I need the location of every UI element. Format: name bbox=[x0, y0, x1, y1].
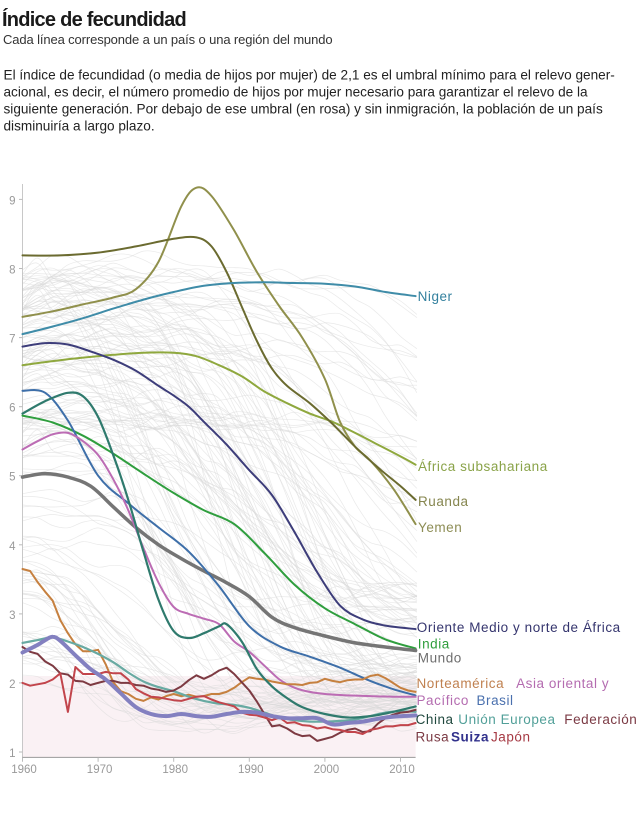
svg-text:Federación: Federación bbox=[564, 712, 637, 727]
svg-text:Yemen: Yemen bbox=[418, 520, 462, 535]
svg-text:Oriente Medio y norte de Áfric: Oriente Medio y norte de África bbox=[417, 620, 621, 635]
svg-text:Brasil: Brasil bbox=[477, 693, 514, 708]
svg-text:Asia oriental y: Asia oriental y bbox=[516, 676, 609, 691]
svg-text:5: 5 bbox=[9, 472, 15, 484]
svg-text:1990: 1990 bbox=[238, 764, 264, 776]
svg-text:China: China bbox=[416, 712, 454, 727]
svg-text:Niger: Niger bbox=[418, 289, 453, 304]
svg-text:Suiza: Suiza bbox=[451, 730, 489, 745]
svg-text:9: 9 bbox=[9, 195, 15, 207]
svg-text:7: 7 bbox=[9, 334, 15, 346]
svg-text:3: 3 bbox=[9, 610, 15, 622]
svg-text:2010: 2010 bbox=[389, 764, 415, 776]
svg-text:Ruanda: Ruanda bbox=[418, 494, 469, 509]
svg-text:Japón: Japón bbox=[491, 730, 531, 745]
svg-text:Pacífico: Pacífico bbox=[417, 693, 469, 708]
svg-text:El índice de fecundidad (o med: El índice de fecundidad (o media de hijo… bbox=[4, 68, 615, 83]
svg-text:Norteamérica: Norteamérica bbox=[417, 676, 505, 691]
svg-text:Rusa: Rusa bbox=[416, 730, 450, 745]
svg-text:Unión Europea: Unión Europea bbox=[458, 712, 555, 727]
svg-text:1960: 1960 bbox=[11, 764, 37, 776]
svg-text:4: 4 bbox=[9, 541, 16, 553]
svg-text:India: India bbox=[418, 637, 450, 652]
svg-text:acional, es decir, el número p: acional, es decir, el número promedio de… bbox=[4, 85, 589, 100]
svg-text:1970: 1970 bbox=[87, 764, 113, 776]
svg-text:1: 1 bbox=[9, 748, 15, 760]
svg-text:disminuiría a largo plazo.: disminuiría a largo plazo. bbox=[4, 119, 155, 134]
svg-text:1980: 1980 bbox=[162, 764, 188, 776]
svg-text:2000: 2000 bbox=[314, 764, 340, 776]
svg-text:siguiente generación. Por deba: siguiente generación. Por debajo de ese … bbox=[4, 102, 603, 117]
svg-text:Índice de fecundidad: Índice de fecundidad bbox=[2, 8, 186, 31]
svg-text:Cada línea corresponde a un pa: Cada línea corresponde a un país o una r… bbox=[3, 32, 332, 47]
svg-text:Mundo: Mundo bbox=[418, 651, 462, 666]
svg-text:África subsahariana: África subsahariana bbox=[418, 459, 548, 474]
svg-text:8: 8 bbox=[9, 265, 15, 277]
svg-text:6: 6 bbox=[9, 403, 15, 415]
svg-text:2: 2 bbox=[9, 679, 15, 691]
